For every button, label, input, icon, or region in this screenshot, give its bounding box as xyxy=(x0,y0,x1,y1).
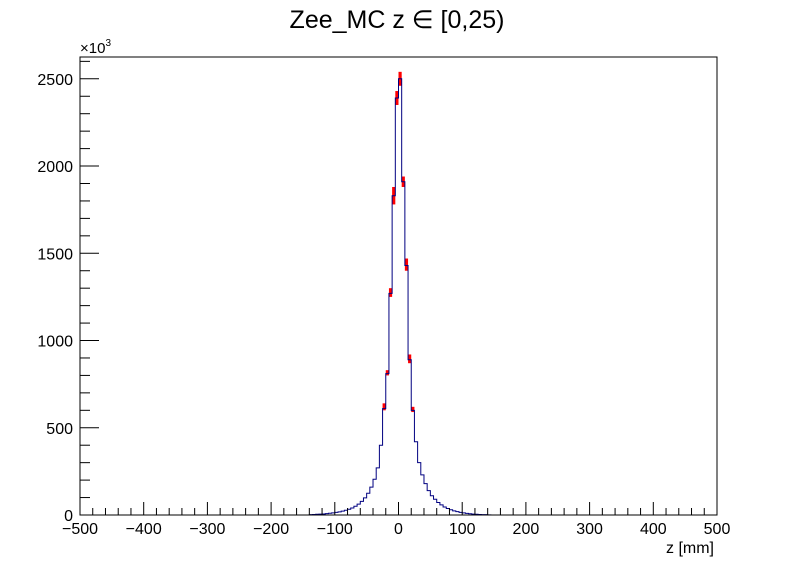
y-tick-label: 2500 xyxy=(37,72,73,89)
red-band-series xyxy=(382,71,415,413)
y-multiplier: ×103 xyxy=(80,38,111,57)
band-bin xyxy=(385,370,389,376)
x-tick-label: 100 xyxy=(449,521,476,538)
plot-frame xyxy=(79,56,718,516)
chart-title: Zee_MC z ∈ [0,25) xyxy=(290,6,505,34)
band-bin xyxy=(382,403,386,411)
x-tick-label: −300 xyxy=(189,521,225,538)
x-tick-label: −500 xyxy=(62,521,98,538)
x-tick-label: 0 xyxy=(394,521,403,538)
x-tick-label: 400 xyxy=(640,521,667,538)
x-tick-label: −100 xyxy=(317,521,353,538)
y-multiplier-exponent: 3 xyxy=(105,38,111,49)
band-bin xyxy=(388,288,393,297)
x-tick-label: 200 xyxy=(513,521,540,538)
band-bin xyxy=(404,258,409,271)
y-tick-label: 0 xyxy=(64,508,73,525)
y-tick-label: 2000 xyxy=(37,159,73,176)
y-axis-ticks xyxy=(80,60,99,516)
x-tick-label: −400 xyxy=(126,521,162,538)
y-tick-label: 500 xyxy=(46,421,73,438)
x-axis-tick-labels: −500 −400 −300 −200 −100 0 100 200 300 400 500 xyxy=(62,521,730,538)
x-tick-label: −200 xyxy=(253,521,289,538)
histogram-step-line xyxy=(308,78,492,516)
y-tick-label: 1000 xyxy=(37,334,73,351)
histogram-series xyxy=(308,78,492,516)
x-axis-label: z [mm] xyxy=(666,540,714,557)
y-tick-label: 1500 xyxy=(37,246,73,263)
x-axis-ticks xyxy=(79,502,718,515)
y-multiplier-base: ×10 xyxy=(80,40,105,57)
y-axis-tick-labels: 0 500 1000 1500 2000 2500 xyxy=(37,72,73,525)
band-bin xyxy=(411,406,415,413)
band-bin xyxy=(408,354,412,364)
x-tick-label: 500 xyxy=(704,521,731,538)
x-tick-label: 300 xyxy=(576,521,603,538)
